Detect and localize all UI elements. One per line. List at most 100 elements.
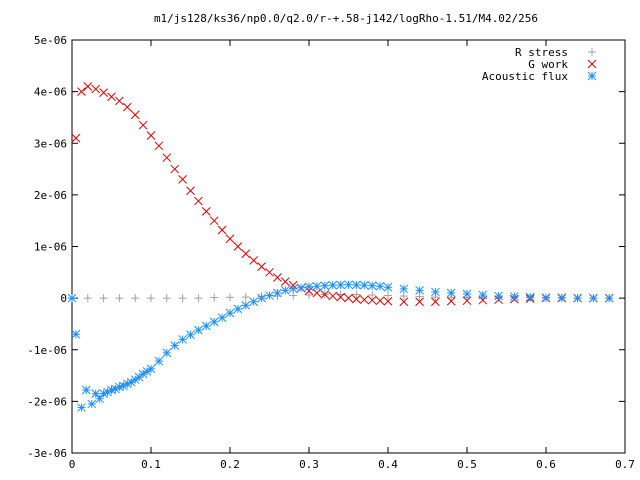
chart-title: m1/js128/ks36/np0.0/q2.0/r-+.58-j142/log… — [154, 12, 538, 25]
data-point — [328, 291, 338, 301]
y-tick-label: 1e-06 — [34, 241, 67, 254]
data-point — [241, 300, 251, 310]
data-point — [77, 403, 86, 412]
data-point — [178, 335, 187, 344]
data-point — [67, 293, 77, 303]
data-point — [305, 291, 313, 300]
y-tick-label: 0 — [60, 292, 67, 305]
data-point — [115, 96, 124, 106]
data-point — [399, 297, 409, 307]
y-tick-label: 5e-06 — [34, 34, 67, 47]
data-point — [83, 294, 92, 303]
data-point — [83, 82, 93, 91]
data-point — [312, 288, 322, 298]
legend-label: G work — [528, 58, 568, 71]
data-point — [344, 280, 353, 290]
data-point — [367, 281, 377, 291]
legend-label: R stress — [515, 46, 568, 59]
data-point — [91, 84, 101, 94]
data-point — [99, 88, 108, 98]
data-point — [71, 133, 81, 143]
series-g-work — [71, 82, 614, 307]
data-point — [201, 321, 211, 331]
data-point — [304, 282, 314, 292]
data-point — [320, 281, 330, 291]
legend-marker — [587, 59, 597, 69]
data-point — [446, 288, 456, 298]
data-point — [122, 102, 132, 112]
x-tick-label: 0 — [69, 458, 76, 471]
data-point — [225, 308, 235, 318]
legend-label: Acoustic flux — [482, 70, 568, 83]
data-point — [296, 283, 306, 293]
x-axis: 0 0.1 0.2 0.3 0.4 0.5 0.6 0.7 — [69, 40, 635, 471]
data-point — [359, 295, 369, 305]
data-point — [573, 293, 582, 303]
data-point — [147, 294, 155, 303]
data-point — [201, 207, 211, 216]
data-point — [541, 293, 551, 302]
data-point — [431, 297, 440, 307]
data-point — [320, 290, 330, 299]
data-point — [604, 293, 614, 303]
x-tick-label: 0.7 — [615, 458, 635, 471]
x-tick-label: 0.2 — [220, 458, 240, 471]
data-point — [383, 282, 393, 292]
data-point — [265, 291, 274, 300]
legend-marker — [588, 48, 596, 56]
data-point — [225, 234, 235, 244]
data-point — [170, 341, 180, 350]
data-point — [557, 293, 567, 302]
data-point — [107, 92, 116, 102]
data-point — [415, 297, 424, 307]
data-point — [273, 288, 282, 298]
data-point — [368, 291, 377, 300]
data-point — [304, 286, 314, 296]
data-point — [241, 249, 251, 259]
x-tick-label: 0.6 — [536, 458, 556, 471]
data-point — [478, 290, 488, 300]
legend-marker — [587, 71, 597, 81]
data-point — [194, 325, 203, 335]
data-point — [273, 273, 282, 282]
data-point — [375, 281, 385, 291]
data-point — [103, 387, 112, 397]
y-axis: 5e-06 4e-06 3e-06 2e-06 1e-06 0 -1e-06 -2e-06 -3… — [27, 34, 625, 460]
data-point — [131, 294, 140, 303]
data-point — [210, 293, 219, 302]
data-point — [328, 280, 338, 290]
data-point — [288, 284, 298, 294]
data-point — [111, 384, 120, 394]
data-point — [462, 296, 472, 306]
data-point — [226, 293, 234, 302]
series-acoustic-flux — [67, 280, 614, 412]
data-point — [71, 329, 81, 339]
series-layer — [67, 82, 614, 412]
data-point — [375, 296, 385, 306]
data-point — [209, 216, 219, 226]
data-point — [138, 120, 148, 130]
data-point — [170, 164, 180, 174]
data-point — [233, 304, 243, 314]
data-point — [367, 295, 377, 305]
data-point — [415, 286, 424, 295]
data-point — [209, 317, 219, 327]
data-point — [336, 280, 345, 290]
x-tick-label: 0.5 — [457, 458, 477, 471]
data-point — [87, 399, 97, 409]
data-point — [525, 292, 535, 302]
data-point — [352, 290, 361, 299]
data-point — [257, 293, 266, 303]
data-point — [289, 291, 298, 300]
plot-frame — [71, 39, 626, 454]
y-tick-label: 3e-06 — [34, 137, 67, 150]
data-point — [359, 280, 369, 290]
data-point — [446, 296, 456, 306]
data-point — [336, 292, 345, 302]
x-tick-label: 0.3 — [299, 458, 319, 471]
data-point — [162, 294, 171, 303]
data-point — [462, 289, 472, 299]
data-point — [217, 225, 227, 235]
data-point — [384, 291, 392, 300]
